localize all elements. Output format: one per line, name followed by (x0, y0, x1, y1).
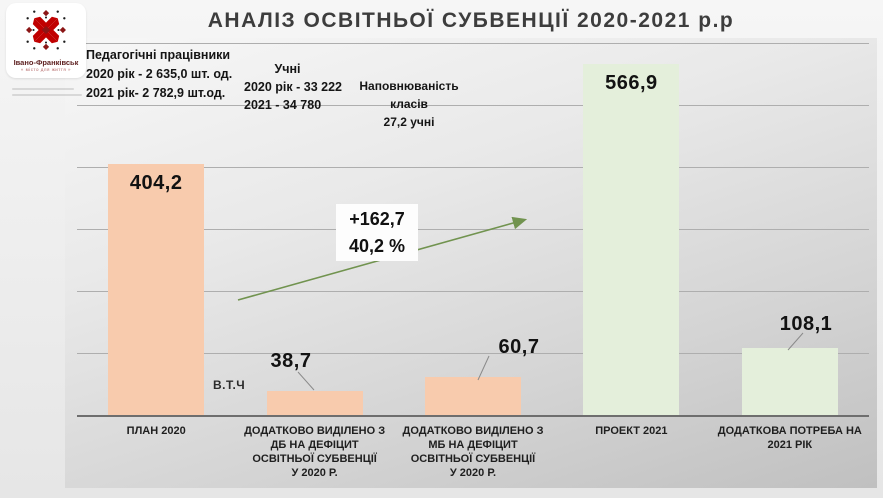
watermark-lines (12, 88, 82, 100)
bar-project-2021 (583, 63, 680, 415)
bar-added-mb-2020 (425, 377, 521, 415)
x-axis-label-bar-added-db-2020: ДОДАТКОВО ВИДІЛЕНО З ДБ НА ДЕФІЦИТ ОСВІТ… (244, 425, 386, 479)
value-label-bar-project-2021: 566,9 (605, 71, 658, 94)
page-title: АНАЛІЗ ОСВІТНЬОЇ СУБВЕНЦІЇ 2020-2021 р.р (207, 9, 735, 32)
x-axis-label-bar-project-2021: ПРОЕКТ 2021 (595, 425, 668, 437)
gridline-100 (77, 353, 869, 354)
info-box-class-capacity: Наповнюваність класів 27,2 учні (353, 70, 465, 138)
vtc-label: В.Т.Ч (213, 378, 246, 392)
bar-added-db-2020 (266, 391, 363, 415)
growth-annotation: +162,7 40,2 % (336, 204, 418, 261)
gridline-500 (77, 105, 869, 106)
capacity-line: Наповнюваність (359, 79, 459, 93)
x-axis-label-bar-plan-2020: ПЛАН 2020 (126, 425, 186, 437)
info-box-students: Учні 2020 рік - 33 222 2021 - 34 780 (232, 58, 343, 115)
gridline-400 (77, 167, 869, 168)
logo-city-label: Івано-Франківськ (13, 58, 79, 67)
gridline-600 (77, 43, 869, 44)
students-line: 2020 рік - 33 222 (244, 80, 342, 94)
students-title: Учні (274, 62, 301, 76)
logo-tagline: « місто для життя » (20, 67, 72, 72)
city-emblem-icon (24, 10, 68, 56)
students-line: 2021 - 34 780 (244, 98, 322, 112)
info-box-teachers: Педагогічні працівники 2020 рік - 2 635,… (70, 43, 237, 104)
capacity-line: 27,2 учні (383, 115, 435, 129)
bar-plan-2020 (108, 164, 205, 415)
x-axis-label-bar-need-2021: ДОДАТКОВА ПОТРЕБА НА 2021 РІК (717, 425, 862, 451)
growth-annotation-value: +162,7 (349, 209, 405, 229)
value-label-bar-need-2021: 108,1 (779, 313, 833, 335)
x-axis-line (77, 415, 869, 417)
teachers-line: Педагогічні працівники (86, 48, 231, 62)
growth-annotation-percent: 40,2 % (348, 236, 406, 256)
value-label-bar-plan-2020: 404,2 (129, 172, 183, 195)
teachers-line: 2021 рік- 2 782,9 шт.од. (86, 86, 226, 100)
value-label-bar-added-db-2020: 38,7 (270, 350, 312, 372)
teachers-line: 2020 рік - 2 635,0 шт. од. (86, 67, 233, 81)
x-axis-label-bar-added-mb-2020: ДОДАТКОВО ВИДІЛЕНО З МБ НА ДЕФІЦИТ ОСВІТ… (402, 425, 544, 479)
value-label-bar-added-mb-2020: 60,7 (498, 336, 540, 358)
logo-card: Івано-Франківськ « місто для життя » (6, 3, 86, 78)
bar-need-2021 (741, 347, 838, 415)
capacity-line: класів (390, 97, 428, 111)
